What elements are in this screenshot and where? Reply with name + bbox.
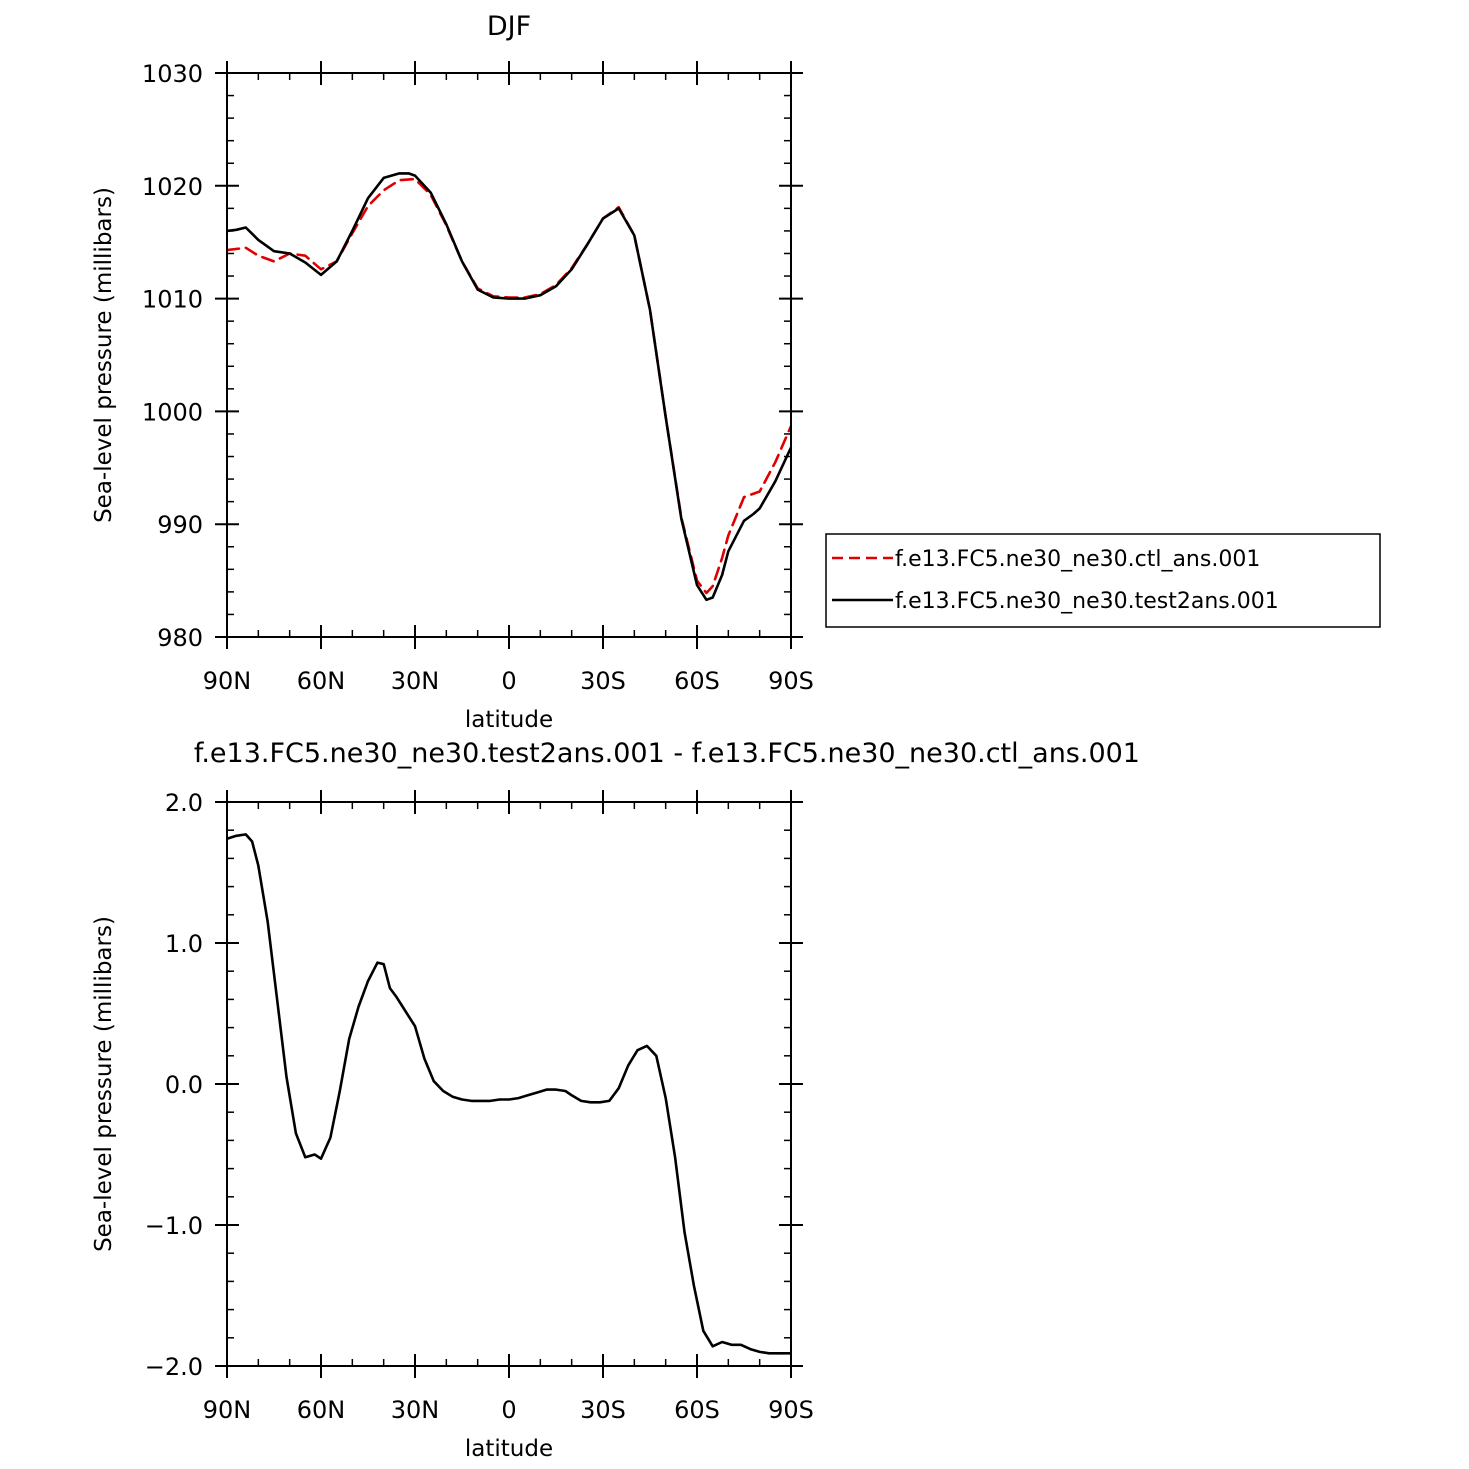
bottom-y-tick-label: 2.0 (165, 789, 203, 817)
top-series-line-0 (227, 177, 791, 595)
top-series-line-1 (227, 172, 791, 602)
bottom-y-tick-label: 0.0 (165, 1071, 203, 1099)
top-ylabel: Sea-level pressure (millibars) (91, 187, 117, 523)
top-x-tick-label: 90S (768, 667, 814, 695)
bottom-plot-area: 90N 60N 30N 0 30S 60S 90S −2.0 −1.0 0.0 1.0 2.0 (145, 789, 814, 1424)
top-y-tick-label: 1010 (142, 286, 203, 314)
bottom-x-tick-label: 60S (674, 1396, 720, 1424)
legend-label-ctl: f.e13.FC5.ne30_ne30.ctl_ans.001 (895, 547, 1260, 572)
top-xlabel: latitude (465, 707, 553, 733)
bottom-series-line-0 (227, 833, 791, 1355)
top-y-tick-label: 990 (157, 511, 203, 539)
bottom-frame (226, 801, 792, 1367)
top-y-tick-label: 1030 (142, 60, 203, 88)
top-x-tick-label: 90N (203, 667, 252, 695)
bottom-x-tick-label: 30N (391, 1396, 440, 1424)
top-panel: DJF 90N 60N 30N 0 30S 60S 90S 980 990 1000 1010 102… (91, 11, 814, 733)
top-x-tick-label: 30S (580, 667, 626, 695)
bottom-y-tick-label: 1.0 (165, 930, 203, 958)
top-y-tick-label: 1000 (142, 398, 203, 426)
legend-label-test: f.e13.FC5.ne30_ne30.test2ans.001 (895, 589, 1279, 614)
top-frame (226, 72, 792, 638)
top-x-tick-label: 60N (297, 667, 346, 695)
bottom-x-tick-label: 60N (297, 1396, 346, 1424)
top-x-tick-label: 60S (674, 667, 720, 695)
bottom-panel: f.e13.FC5.ne30_ne30.test2ans.001 - f.e13… (91, 738, 1140, 1462)
top-y-tick-label: 980 (157, 624, 203, 652)
bottom-x-tick-label: 0 (501, 1396, 516, 1424)
legend: f.e13.FC5.ne30_ne30.ctl_ans.001 f.e13.FC… (825, 533, 1381, 628)
bottom-x-tick-label: 90N (203, 1396, 252, 1424)
top-x-tick-label: 0 (501, 667, 516, 695)
bottom-xlabel: latitude (465, 1436, 553, 1462)
bottom-x-tick-label: 30S (580, 1396, 626, 1424)
bottom-y-tick-label: −1.0 (145, 1212, 203, 1240)
legend-box (825, 533, 1381, 628)
top-plot-area: 90N 60N 30N 0 30S 60S 90S 980 990 1000 1010 1020 103… (142, 60, 814, 695)
bottom-ylabel: Sea-level pressure (millibars) (91, 916, 117, 1252)
top-y-tick-label: 1020 (142, 173, 203, 201)
bottom-y-tick-label: −2.0 (145, 1353, 203, 1381)
bottom-x-tick-label: 90S (768, 1396, 814, 1424)
top-title: DJF (487, 11, 531, 42)
bottom-title: f.e13.FC5.ne30_ne30.test2ans.001 - f.e13… (194, 738, 1140, 769)
top-x-tick-label: 30N (391, 667, 440, 695)
